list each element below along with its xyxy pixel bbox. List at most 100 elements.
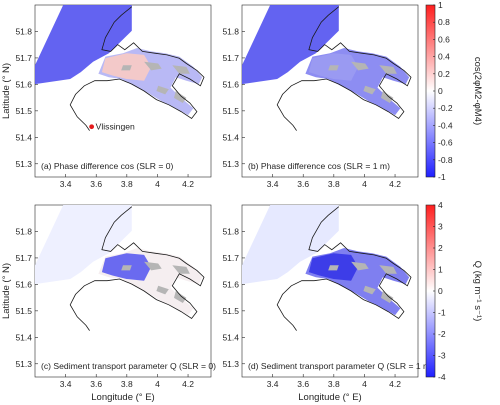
colorbar-tick-label: 2 [438,243,443,253]
panel-caption: (d) Sediment transport parameter Q (SLR … [248,361,433,371]
colorbar-tick-label: 0.2 [438,69,450,79]
shoal-mark [174,91,187,103]
x-tick-label: 3.6 [90,379,102,389]
colorbar-tick-label: -0.8 [438,155,453,165]
colorbar-tick-label: 4 [438,200,443,210]
shoal-mark [328,65,339,71]
y-tick-label: 51.6 [222,79,239,89]
panel-caption: (a) Phase difference cos (SLR = 0) [41,161,174,171]
x-tick-label: 4.2 [389,179,401,189]
shoal-mark [121,65,132,71]
colorbar-tick-label: -0.4 [438,120,453,130]
colorbar-tick-label: -2 [438,329,446,339]
colorbar-tick-label: -0.6 [438,138,453,148]
x-axis-label: Longitude (° E) [91,392,154,403]
shoal-mark [156,285,169,295]
x-tick-label: 3.6 [297,379,309,389]
shoal-mark [174,291,187,303]
y-tick-label: 51.3 [222,359,239,369]
panel-caption: (c) Sediment transport parameter Q (SLR … [41,361,216,371]
y-tick-label: 51.7 [15,53,32,63]
sea-field [35,5,132,85]
colorbar-tick-label: 0.4 [438,52,450,62]
colorbar-tick-label: -1 [438,308,446,318]
colorbar-tick-label: 0 [438,286,443,296]
colorbar-label: Q (kg m⁻¹ s⁻¹) [472,261,483,322]
location-marker [89,124,95,130]
shoal-mark [172,265,190,274]
colorbar-label: cos(2φM2-φM4) [472,57,483,125]
y-tick-label: 51.4 [15,332,32,342]
colorbar-tick-label: -0.2 [438,103,453,113]
shoal-mark [351,261,369,271]
x-tick-label: 4.2 [182,379,194,389]
colorbar-tick-label: 0 [438,86,443,96]
y-tick-label: 51.8 [15,226,32,236]
coastline [276,6,412,131]
x-tick-label: 3.4 [267,379,279,389]
sea-field [242,205,339,285]
shoal-mark [156,85,169,95]
shoal-mark [381,91,394,103]
y-axis-label: Latitude (° N) [1,63,12,119]
colorbar-tick-label: 0.8 [438,17,450,27]
coastline [276,206,412,331]
y-tick-label: 51.8 [222,226,239,236]
y-tick-label: 51.4 [15,132,32,142]
y-tick-label: 51.8 [222,26,239,36]
y-tick-label: 51.3 [15,359,32,369]
x-tick-label: 3.6 [90,179,102,189]
x-tick-label: 3.8 [328,179,340,189]
colorbar-tick-label: -4 [438,372,446,382]
y-tick-label: 51.5 [15,306,32,316]
x-axis-label: Longitude (° E) [298,392,361,403]
panel-caption: (b) Phase difference cos (SLR = 1 m) [248,161,390,171]
x-tick-label: 4 [155,179,160,189]
y-tick-label: 51.4 [222,132,239,142]
x-tick-label: 4.2 [182,179,194,189]
shoal-mark [328,265,339,271]
panel-a: 3.4 3.6 3.8 4 4.2 51.3 51.4 51.5 51.6 51.7 51.8 Lat… [1,4,212,189]
y-tick-label: 51.6 [15,79,32,89]
x-tick-label: 3.8 [121,379,133,389]
y-tick-label: 51.6 [222,279,239,289]
y-tick-label: 51.5 [222,106,239,116]
x-tick-label: 3.4 [60,179,72,189]
colorbar-d: 4 3 2 1 0 -1 -2 -3 -4 Q (kg m⁻¹ s⁻¹) [425,200,483,382]
x-tick-label: 3.6 [297,179,309,189]
coastline [69,6,205,131]
shoal-mark [381,291,394,303]
y-tick-label: 51.6 [15,279,32,289]
sea-field [35,205,132,285]
y-tick-label: 51.5 [222,306,239,316]
colorbar-tick-label: -1 [438,172,446,182]
y-tick-label: 51.7 [15,253,32,263]
y-axis-label: Latitude (° N) [1,263,12,319]
shoal-mark [351,61,369,71]
x-tick-label: 3.8 [328,379,340,389]
shoal-mark [379,65,397,74]
y-tick-label: 51.3 [15,159,32,169]
y-tick-label: 51.3 [222,159,239,169]
y-tick-label: 51.5 [15,106,32,116]
y-tick-label: 51.4 [222,332,239,342]
y-tick-label: 51.7 [222,253,239,263]
y-tick-label: 51.7 [222,53,239,63]
shoal-mark [363,285,376,295]
x-tick-label: 4 [362,179,367,189]
x-tick-label: 4 [362,379,367,389]
colorbar-tick-label: 1 [438,0,443,10]
colorbar-tick-label: 1 [438,265,443,275]
location-label: Vlissingen [96,122,135,132]
x-tick-label: 4.2 [389,379,401,389]
coastline [69,206,205,331]
colorbar-tick-label: 0.6 [438,34,450,44]
shoal-mark [144,61,162,71]
colorbar-tick-label: -3 [438,351,446,361]
shoal-mark [172,65,190,74]
x-tick-label: 3.4 [267,179,279,189]
panel-b: 3.4 3.6 3.8 4 4.2 51.3 51.4 51.5 51.6 51.7 51.8 (b)… [222,4,419,189]
shoal-mark [363,85,376,95]
colorbar-tick-label: 3 [438,222,443,232]
